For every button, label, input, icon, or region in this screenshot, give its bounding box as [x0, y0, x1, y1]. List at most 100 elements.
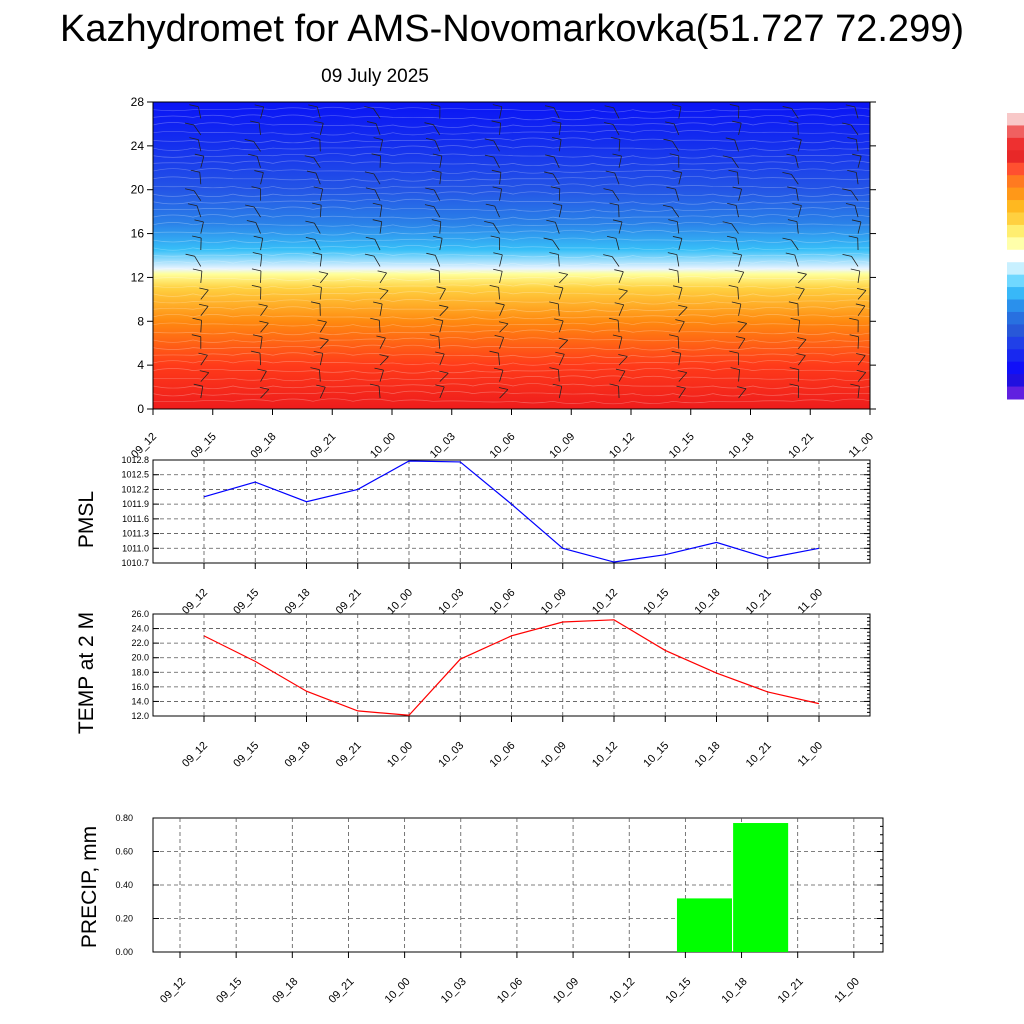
wind-barb-flag	[789, 383, 799, 387]
wind-barb-flag	[313, 186, 323, 190]
wind-barb-shaft	[676, 221, 680, 234]
wind-barb-flag	[737, 321, 747, 324]
wind-barb-shaft	[612, 190, 620, 201]
x-tick-label: 10_15	[641, 587, 671, 617]
wind-barb-flag	[435, 384, 445, 388]
wind-barb-flag	[732, 186, 742, 190]
wind-barb-flag	[192, 317, 202, 321]
wind-barb-shaft	[738, 303, 742, 316]
wind-barb-shaft	[796, 221, 799, 234]
wind-barb-shaft	[197, 106, 202, 119]
wind-barb-flag	[544, 171, 554, 175]
wind-barb-flag	[554, 318, 564, 322]
heat-y-tick-label: 16	[131, 227, 145, 241]
wind-barb-flag	[849, 317, 859, 321]
wind-barb-shaft	[260, 305, 268, 317]
wind-barb-shaft	[200, 354, 208, 366]
wind-barb-flag	[489, 350, 499, 354]
wind-barb-flag	[498, 321, 509, 325]
wind-barb-shaft	[433, 124, 441, 136]
series-line	[203, 460, 820, 563]
wind-barb-flag	[609, 383, 619, 387]
colorbar-swatch	[1007, 336, 1024, 350]
wind-barb-shaft	[319, 369, 321, 382]
wind-barb-shaft	[738, 123, 742, 135]
wind-barb-flag	[364, 171, 375, 175]
wind-barb-shaft	[791, 174, 799, 185]
heat-x-tick-label: 10_15	[667, 431, 697, 461]
wind-barb-shaft	[319, 273, 329, 284]
wind-barb-shaft	[320, 339, 329, 349]
x-tick-label: 09_18	[283, 587, 313, 617]
wind-barb-flag	[436, 286, 446, 290]
wind-barb-flag	[433, 235, 443, 239]
colorbar-swatch	[1007, 324, 1024, 338]
wind-barb-shaft	[558, 254, 560, 267]
heat-x-tick-label: 10_06	[488, 431, 518, 461]
wind-barb-shaft	[433, 206, 441, 218]
y-tick-label: 14.0	[131, 696, 149, 706]
wind-barb-shaft	[260, 389, 270, 399]
wind-barb-flag	[543, 237, 553, 241]
wind-barb-shaft	[499, 271, 503, 283]
wind-barb-shaft	[797, 205, 802, 218]
wind-barb-flag	[546, 219, 556, 223]
wind-barb-shaft	[678, 372, 688, 382]
wind-barb-flag	[675, 319, 685, 323]
wind-barb-shaft	[319, 287, 322, 300]
wind-barb-flag	[612, 219, 623, 223]
wind-barb-shaft	[200, 221, 204, 234]
wind-barb-shaft	[850, 190, 859, 201]
wind-barb-flag	[433, 318, 443, 322]
wind-barb-shaft	[379, 205, 383, 218]
x-tick-label: 11_00	[796, 740, 826, 770]
x-tick-label: 10_09	[539, 740, 569, 770]
contour-line	[153, 321, 870, 328]
contour-line	[153, 137, 870, 144]
wind-barb-flag	[672, 170, 682, 173]
wind-barb-shaft	[558, 354, 565, 366]
wind-barb-flag	[614, 302, 624, 306]
wind-barb-flag	[185, 253, 195, 257]
wind-barb-shaft	[194, 255, 202, 267]
wind-barb-flag	[308, 104, 318, 108]
y-axis-label: TEMP at 2 M	[75, 612, 98, 734]
y-tick-label: 1012.2	[121, 484, 149, 494]
wind-barb-flag	[252, 252, 262, 255]
colorbar-swatch	[1007, 249, 1024, 263]
wind-barb-flag	[728, 284, 738, 288]
wind-barb-shaft	[379, 303, 383, 316]
wind-barb-flag	[604, 122, 614, 125]
wind-barb-flag	[484, 154, 495, 158]
contour-line	[153, 398, 870, 405]
wind-barb-shaft	[734, 139, 739, 152]
wind-barb-flag	[792, 137, 802, 141]
wind-barb-shaft	[857, 305, 866, 317]
wind-barb-flag	[430, 104, 441, 107]
page-subtitle: 09 July 2025	[321, 66, 429, 87]
wind-barb-flag	[726, 235, 737, 239]
wind-barb-flag	[732, 252, 742, 256]
wind-barb-flag	[432, 169, 442, 173]
wind-barb-shaft	[315, 172, 321, 185]
wind-barb-shaft	[379, 369, 384, 382]
contour-line	[153, 229, 870, 236]
wind-barb-flag	[603, 188, 613, 192]
wind-barb-flag	[848, 235, 858, 239]
wind-barb-flag	[313, 351, 323, 354]
y-tick-label: 22.0	[131, 638, 149, 648]
wind-barb-shaft	[499, 389, 509, 399]
contour-line	[153, 275, 870, 282]
wind-barb-flag	[671, 104, 682, 108]
wind-barb-shaft	[197, 139, 202, 152]
wind-barb-shaft	[493, 156, 500, 168]
heat-y-tick-label: 24	[131, 139, 145, 153]
wind-barb-shaft	[731, 223, 739, 234]
wind-barb-shaft	[196, 205, 202, 218]
wind-barb-flag	[678, 304, 688, 308]
wind-barb-flag	[189, 104, 199, 108]
wind-barb-flag	[493, 268, 503, 272]
wind-barb-flag	[667, 252, 677, 256]
x-tick-label: 10_18	[720, 976, 750, 1006]
wind-barb-flag	[199, 370, 209, 374]
